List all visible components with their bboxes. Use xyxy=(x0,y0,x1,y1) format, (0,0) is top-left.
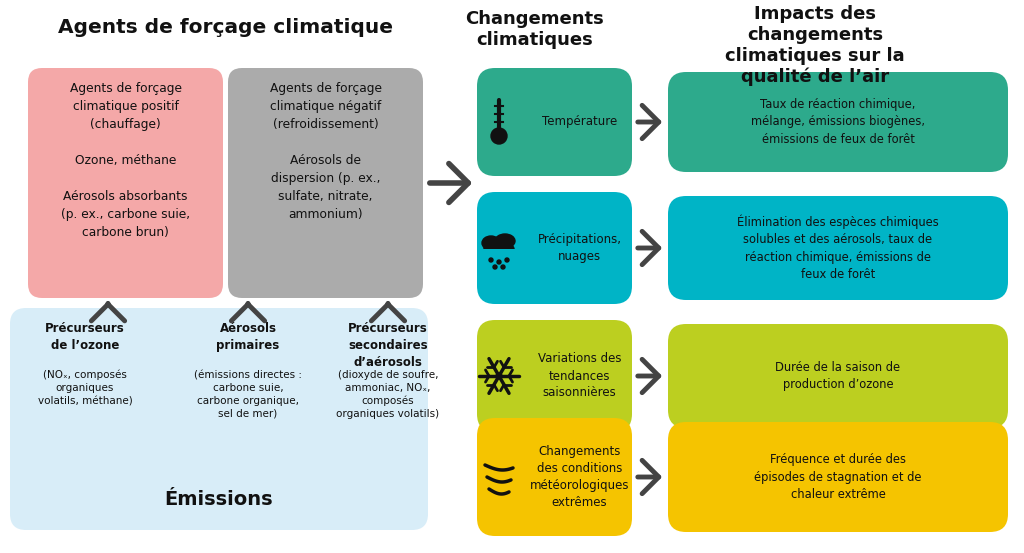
Circle shape xyxy=(489,258,493,262)
Text: Précipitations,
nuages: Précipitations, nuages xyxy=(538,233,622,263)
Circle shape xyxy=(496,373,502,379)
Text: Impacts des
changements
climatiques sur la
qualité de l’air: Impacts des changements climatiques sur … xyxy=(725,5,905,86)
Ellipse shape xyxy=(495,234,515,248)
Circle shape xyxy=(493,265,497,269)
Text: Précurseurs
secondaires
d’aérosols: Précurseurs secondaires d’aérosols xyxy=(348,322,428,369)
Text: Aérosols
primaires: Aérosols primaires xyxy=(216,322,280,352)
Text: Changements
climatiques: Changements climatiques xyxy=(466,10,604,49)
Text: (dioxyde de soufre,
ammoniac, NOₓ,
composés
organiques volatils): (dioxyde de soufre, ammoniac, NOₓ, compo… xyxy=(337,370,439,419)
FancyBboxPatch shape xyxy=(477,68,632,176)
FancyBboxPatch shape xyxy=(668,196,1008,300)
Text: (émissions directes :
carbone suie,
carbone organique,
sel de mer): (émissions directes : carbone suie, carb… xyxy=(194,370,302,419)
Text: Agents de forçage
climatique négatif
(refroidissement)

Aérosols de
dispersion (: Agents de forçage climatique négatif (re… xyxy=(269,82,382,221)
FancyBboxPatch shape xyxy=(668,72,1008,172)
FancyBboxPatch shape xyxy=(10,308,428,530)
Text: Élimination des espèces chimiques
solubles et des aérosols, taux de
réaction chi: Élimination des espèces chimiques solubl… xyxy=(737,215,939,281)
Circle shape xyxy=(505,258,509,262)
Text: Durée de la saison de
production d’ozone: Durée de la saison de production d’ozone xyxy=(775,361,900,392)
Text: Précurseurs
de l’ozone: Précurseurs de l’ozone xyxy=(45,322,125,352)
Circle shape xyxy=(497,260,501,264)
Ellipse shape xyxy=(484,242,514,256)
FancyBboxPatch shape xyxy=(477,192,632,304)
Ellipse shape xyxy=(482,236,500,250)
FancyBboxPatch shape xyxy=(28,68,223,298)
Text: Taux de réaction chimique,
mélange, émissions biogènes,
émissions de feux de for: Taux de réaction chimique, mélange, émis… xyxy=(751,98,925,146)
Text: Agents de forçage climatique: Agents de forçage climatique xyxy=(57,18,392,37)
Text: Émissions: Émissions xyxy=(165,490,273,509)
Text: Fréquence et durée des
épisodes de stagnation et de
chaleur extrême: Fréquence et durée des épisodes de stagn… xyxy=(755,453,922,501)
FancyBboxPatch shape xyxy=(668,324,1008,428)
Text: Changements
des conditions
météorologiques
extrêmes: Changements des conditions météorologiqu… xyxy=(529,445,630,509)
Circle shape xyxy=(490,128,507,144)
Text: Variations des
tendances
saisonnières: Variations des tendances saisonnières xyxy=(538,352,622,399)
FancyBboxPatch shape xyxy=(482,249,518,259)
FancyBboxPatch shape xyxy=(477,418,632,536)
Text: (NOₓ, composés
organiques
volatils, méthane): (NOₓ, composés organiques volatils, méth… xyxy=(38,370,132,406)
FancyBboxPatch shape xyxy=(228,68,423,298)
Text: Agents de forçage
climatique positif
(chauffage)

Ozone, méthane

Aérosols absor: Agents de forçage climatique positif (ch… xyxy=(61,82,190,239)
FancyBboxPatch shape xyxy=(668,422,1008,532)
Text: Température: Température xyxy=(542,116,617,128)
Circle shape xyxy=(501,265,505,269)
FancyBboxPatch shape xyxy=(477,320,632,432)
